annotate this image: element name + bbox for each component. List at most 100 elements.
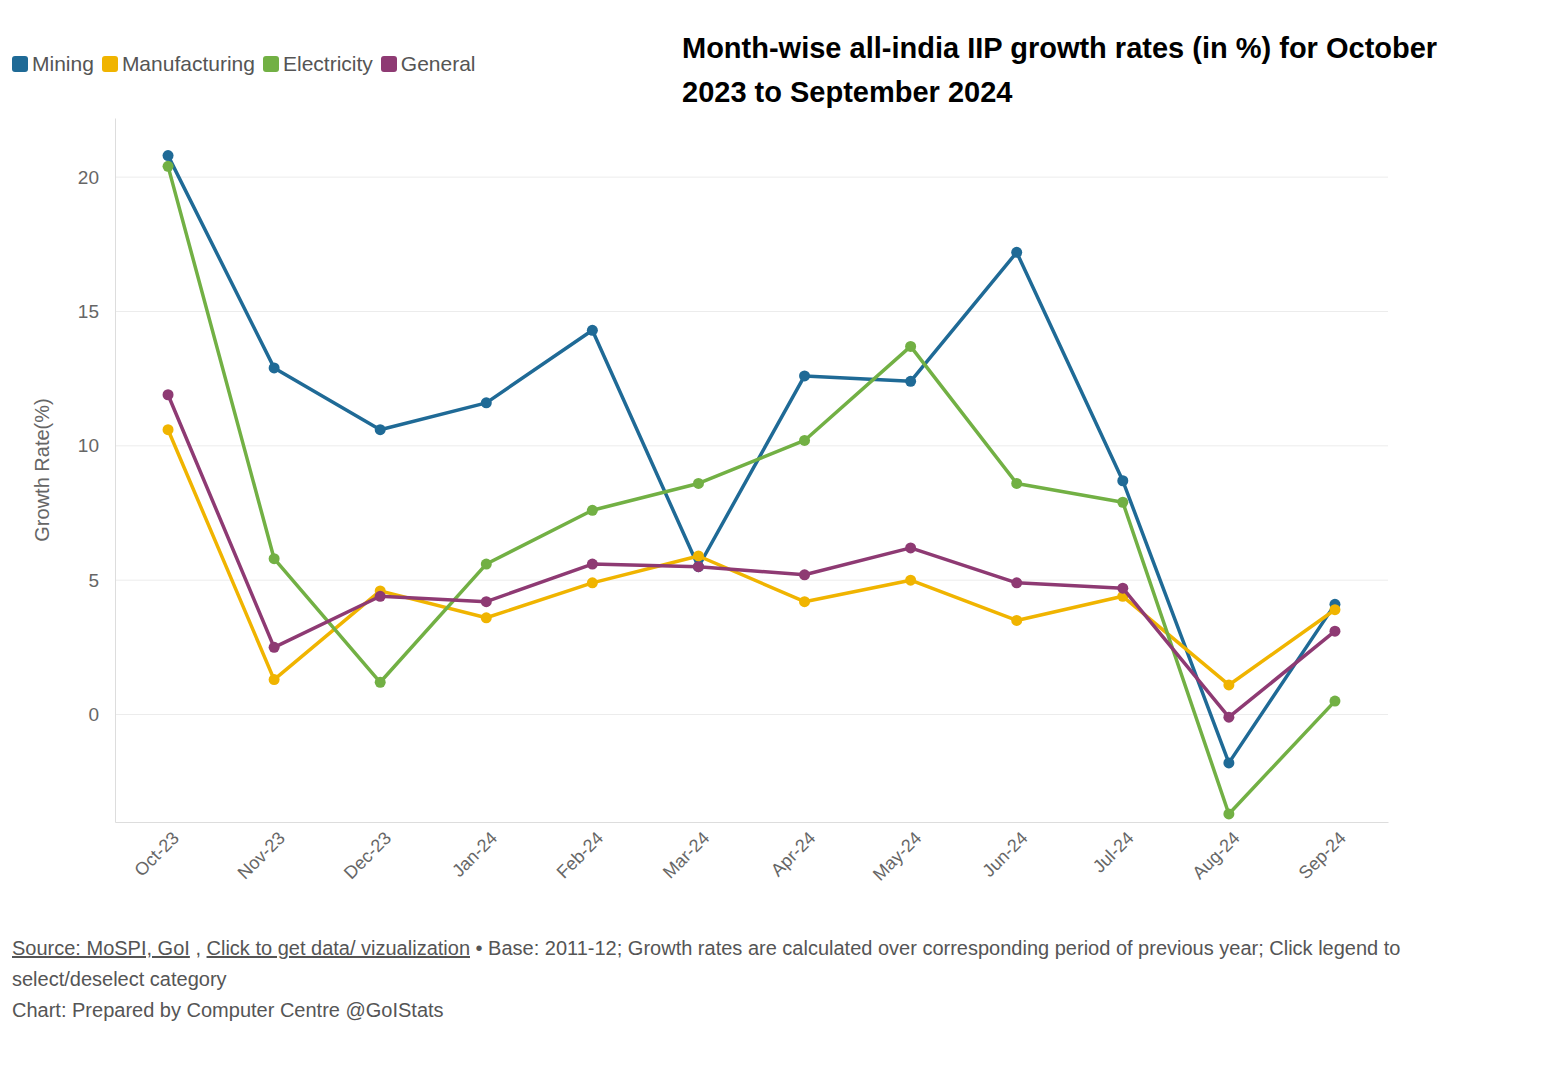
legend-label: Manufacturing bbox=[122, 52, 255, 76]
footer: Source: MoSPI, GoI , Click to get data/ … bbox=[12, 933, 1412, 1026]
x-tick-label: Aug-24 bbox=[1189, 828, 1244, 883]
data-point[interactable] bbox=[799, 370, 810, 381]
data-point[interactable] bbox=[269, 362, 280, 373]
data-point[interactable] bbox=[905, 341, 916, 352]
data-point[interactable] bbox=[375, 677, 386, 688]
data-point[interactable] bbox=[1223, 808, 1234, 819]
series-line bbox=[168, 430, 1335, 685]
data-point[interactable] bbox=[693, 561, 704, 572]
legend-item[interactable]: General bbox=[381, 52, 476, 76]
source-link[interactable]: Click to get data/ vizualization bbox=[207, 937, 470, 959]
x-tick-label: Sep-24 bbox=[1295, 828, 1350, 883]
legend-label: Mining bbox=[32, 52, 94, 76]
data-point[interactable] bbox=[269, 553, 280, 564]
y-tick: 10 bbox=[78, 435, 99, 456]
chart: 0 5 10 15 20 Oct-23 Nov-23 Dec-23 Jan-24 Feb-24 Ma… bbox=[0, 0, 1566, 1076]
series bbox=[163, 161, 1341, 820]
x-tick: Mar-24 bbox=[659, 828, 713, 882]
data-point[interactable] bbox=[905, 542, 916, 553]
data-point[interactable] bbox=[693, 550, 704, 561]
x-axis: Oct-23 Nov-23 Dec-23 Jan-24 Feb-24 Mar-24 Apr-… bbox=[116, 823, 1389, 885]
data-point[interactable] bbox=[1117, 583, 1128, 594]
y-tick: 0 bbox=[88, 704, 99, 725]
y-tick: 20 bbox=[78, 167, 99, 188]
data-point[interactable] bbox=[1223, 679, 1234, 690]
data-point[interactable] bbox=[1329, 604, 1340, 615]
y-axis-line bbox=[115, 119, 116, 823]
data-point[interactable] bbox=[163, 424, 174, 435]
data-point[interactable] bbox=[1117, 497, 1128, 508]
data-point[interactable] bbox=[587, 325, 598, 336]
data-point[interactable] bbox=[1223, 757, 1234, 768]
series bbox=[163, 389, 1341, 722]
data-point[interactable] bbox=[587, 505, 598, 516]
x-tick-label: Nov-23 bbox=[234, 828, 289, 883]
x-tick-label: Dec-23 bbox=[340, 828, 395, 883]
data-point[interactable] bbox=[693, 478, 704, 489]
x-tick: Oct-23 bbox=[131, 828, 183, 880]
data-point[interactable] bbox=[799, 569, 810, 580]
data-point[interactable] bbox=[587, 577, 598, 588]
data-point[interactable] bbox=[1329, 626, 1340, 637]
x-axis-line bbox=[116, 822, 1389, 823]
legend-item[interactable]: Mining bbox=[12, 52, 94, 76]
data-point[interactable] bbox=[481, 397, 492, 408]
data-point[interactable] bbox=[1117, 475, 1128, 486]
data-point[interactable] bbox=[481, 596, 492, 607]
legend: Mining Manufacturing Electricity General bbox=[12, 52, 484, 76]
data-point[interactable] bbox=[1011, 577, 1022, 588]
data-point[interactable] bbox=[1223, 712, 1234, 723]
x-tick-label: Oct-23 bbox=[131, 828, 183, 880]
series-line bbox=[168, 395, 1335, 717]
grid-line bbox=[115, 177, 1388, 178]
x-tick-label: Apr-24 bbox=[767, 828, 819, 880]
legend-label: General bbox=[401, 52, 476, 76]
data-point[interactable] bbox=[799, 596, 810, 607]
grid-line bbox=[115, 445, 1388, 446]
data-point[interactable] bbox=[587, 559, 598, 570]
data-point[interactable] bbox=[481, 559, 492, 570]
data-point[interactable] bbox=[905, 575, 916, 586]
data-point[interactable] bbox=[1329, 696, 1340, 707]
data-point[interactable] bbox=[1011, 247, 1022, 258]
data-point[interactable] bbox=[1011, 478, 1022, 489]
data-point[interactable] bbox=[375, 591, 386, 602]
y-tick-label: 5 bbox=[88, 570, 99, 591]
legend-item[interactable]: Electricity bbox=[263, 52, 373, 76]
data-point[interactable] bbox=[375, 424, 386, 435]
x-tick: Jul-24 bbox=[1089, 828, 1138, 877]
y-tick-label: 15 bbox=[78, 301, 99, 322]
x-tick: Sep-24 bbox=[1295, 828, 1350, 883]
data-point[interactable] bbox=[905, 376, 916, 387]
y-tick-label: 0 bbox=[88, 704, 99, 725]
source-line: Source: MoSPI, GoI , Click to get data/ … bbox=[12, 933, 1412, 995]
x-tick-label: Jan-24 bbox=[448, 828, 501, 881]
data-point[interactable] bbox=[799, 435, 810, 446]
source-text: , bbox=[190, 937, 207, 959]
data-point[interactable] bbox=[1011, 615, 1022, 626]
legend-label: Electricity bbox=[283, 52, 373, 76]
x-tick: Apr-24 bbox=[767, 828, 819, 880]
data-point[interactable] bbox=[269, 674, 280, 685]
x-tick: Jun-24 bbox=[978, 828, 1031, 881]
x-tick-label: Mar-24 bbox=[659, 828, 713, 882]
legend-swatch bbox=[102, 56, 118, 72]
source-link[interactable]: Source: MoSPI, GoI bbox=[12, 937, 190, 959]
legend-item[interactable]: Manufacturing bbox=[102, 52, 255, 76]
data-point[interactable] bbox=[693, 561, 704, 572]
x-tick: Nov-23 bbox=[234, 828, 289, 883]
legend-swatch bbox=[381, 56, 397, 72]
data-point[interactable] bbox=[163, 389, 174, 400]
x-tick: Aug-24 bbox=[1189, 828, 1244, 883]
x-tick: Feb-24 bbox=[553, 828, 607, 882]
x-tick: Jan-24 bbox=[448, 828, 501, 881]
x-tick-label: Jun-24 bbox=[978, 828, 1031, 881]
series-line bbox=[168, 156, 1335, 763]
series bbox=[163, 424, 1341, 690]
series bbox=[163, 150, 1341, 768]
data-point[interactable] bbox=[163, 161, 174, 172]
credit: Chart: Prepared by Computer Centre @GoIS… bbox=[12, 995, 1412, 1026]
data-point[interactable] bbox=[163, 150, 174, 161]
data-point[interactable] bbox=[269, 642, 280, 653]
data-point[interactable] bbox=[481, 612, 492, 623]
